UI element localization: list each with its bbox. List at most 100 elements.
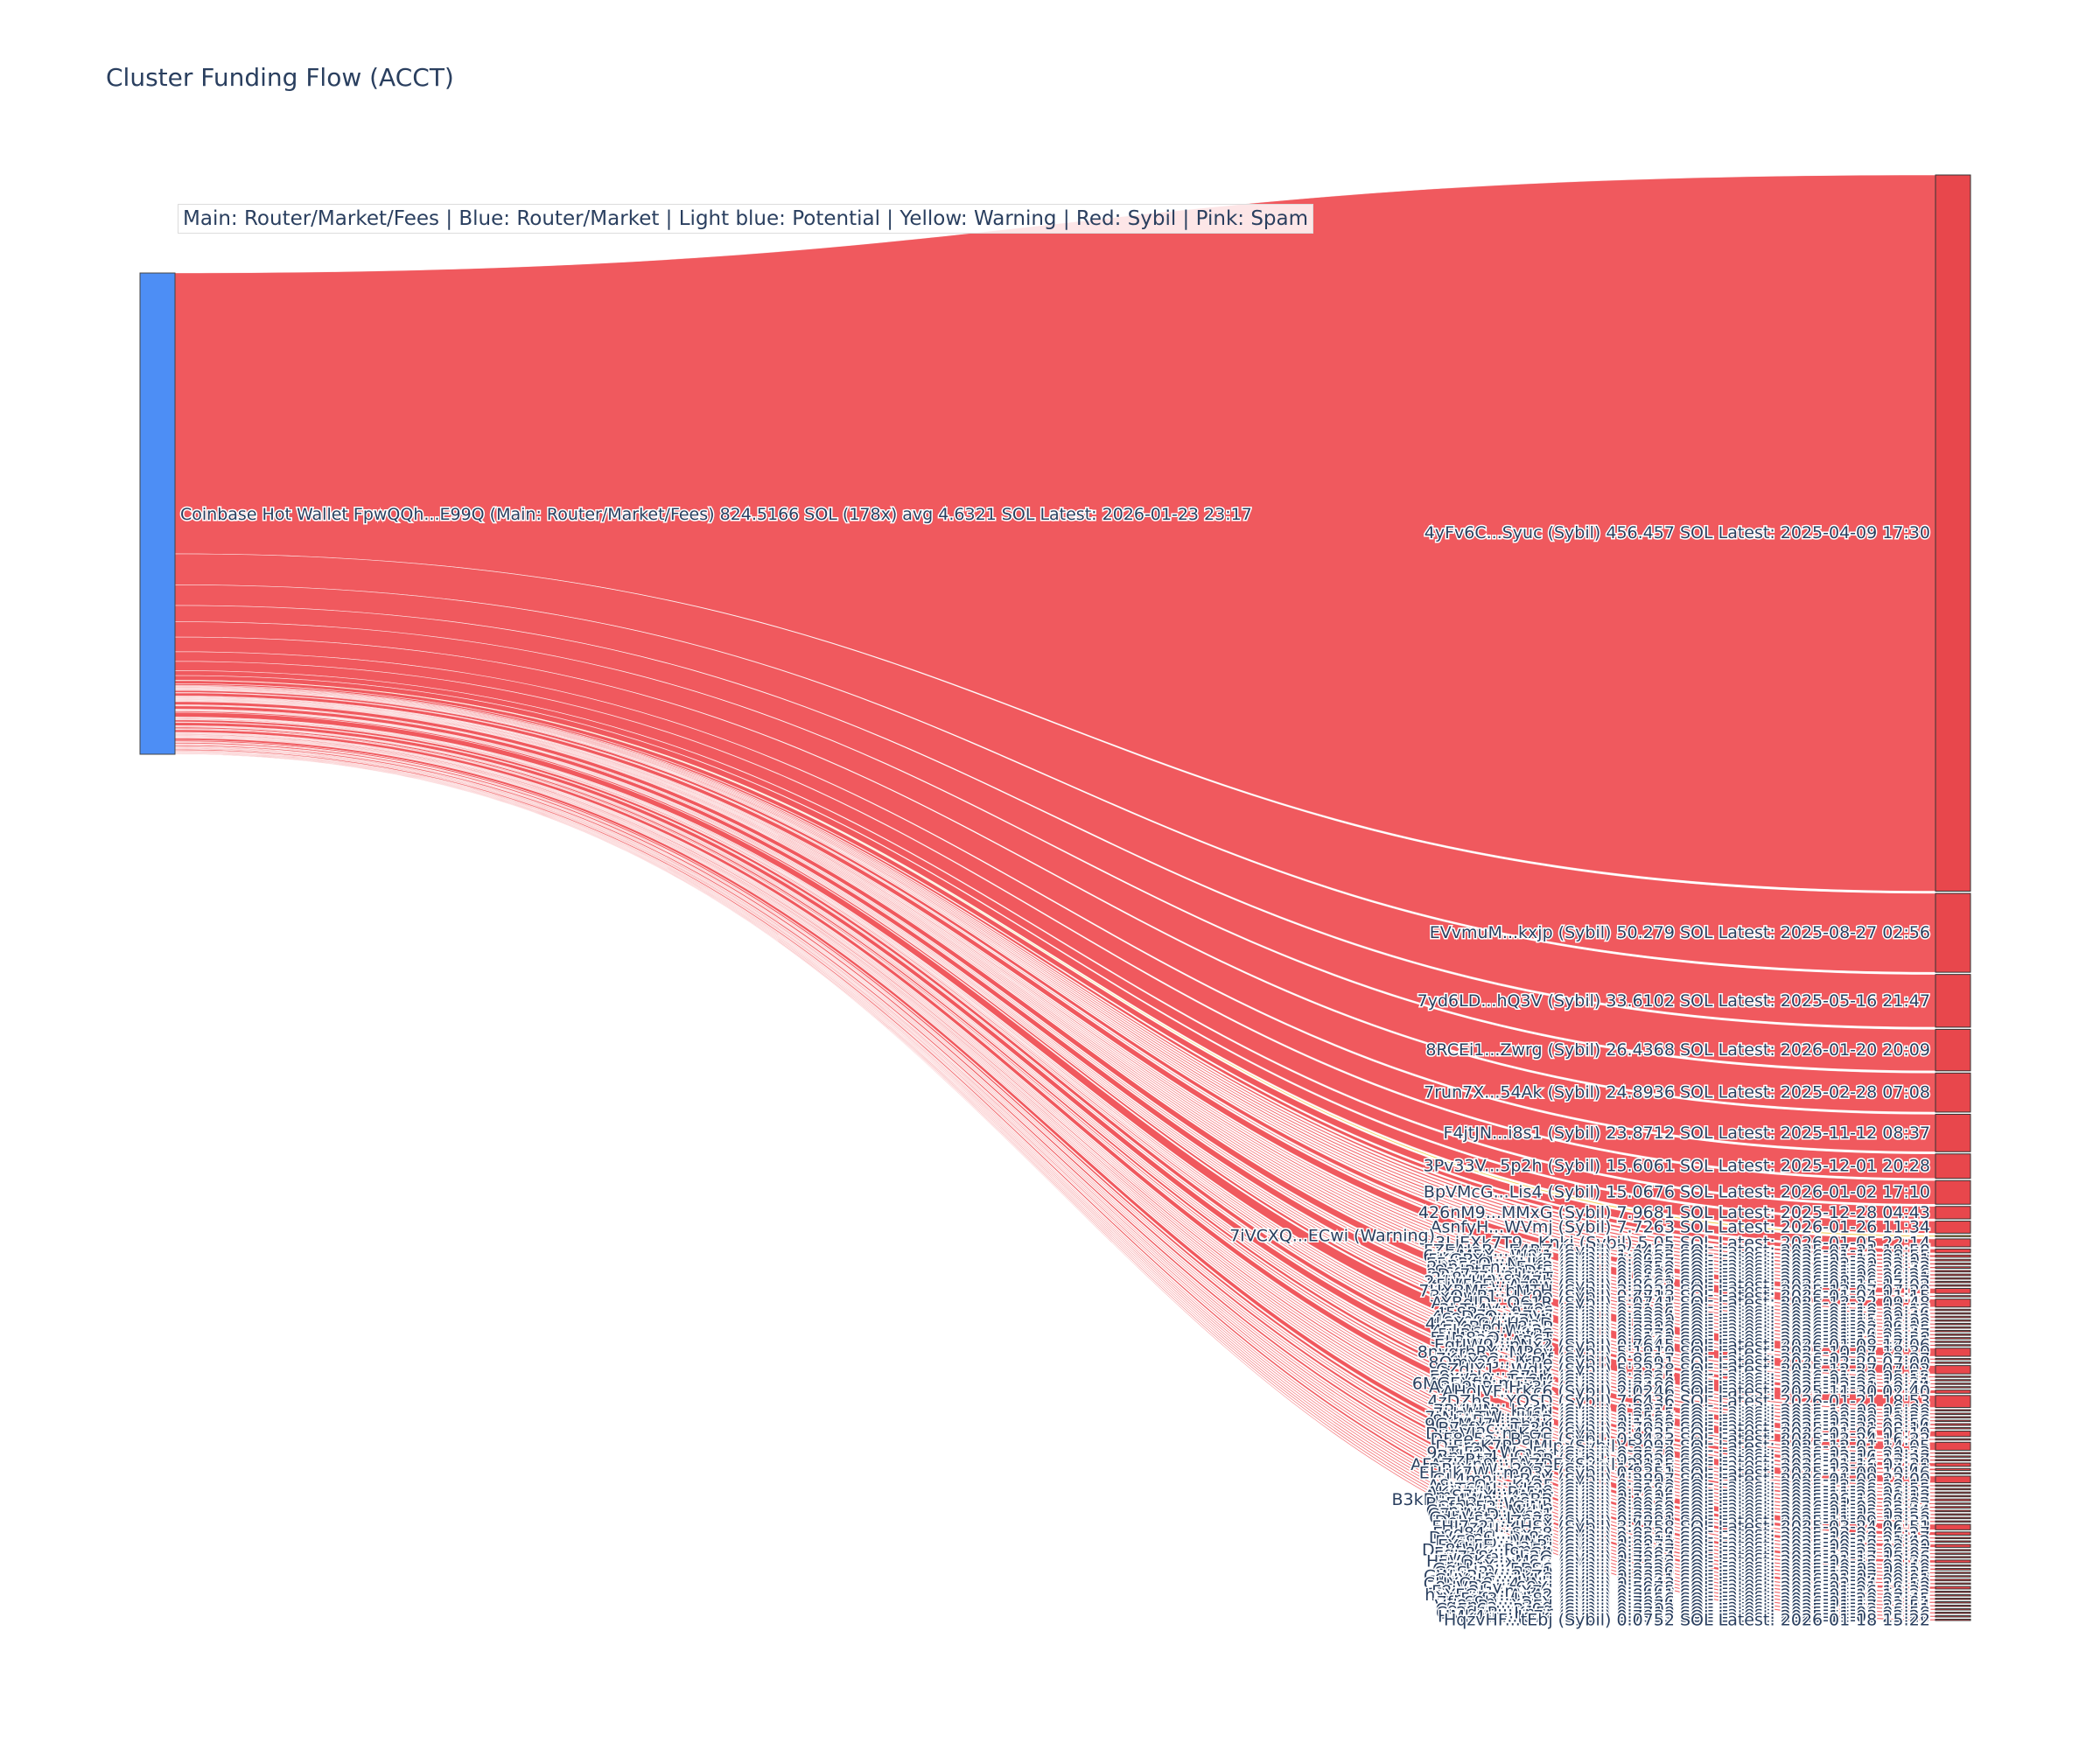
target-node [1935,1419,1971,1423]
target-node [1935,1590,1971,1593]
target-label: 3Pv33V...5p2h (Sybil) 15.6061 SOL Latest… [1424,1157,1930,1176]
target-node [1935,1520,1971,1523]
target-label: CeFe6a...Pz0g (Sybil) 0.8202 SOL Latest:… [1436,1600,1930,1619]
target-label: BsEh3q...W8nR (Sybil) 0.8035 SOL Latest:… [1425,1494,1930,1513]
link-layer [174,174,1936,1621]
source-node [139,272,176,755]
target-node [1935,1344,1971,1347]
target-label: DeLr5a...Zp7x (Sybil) 0.7881 SOL Latest:… [1435,1512,1930,1531]
target-node [1935,1516,1971,1520]
target-label: H5VQKf...xMSG (Sybil) 1.7353 SOL Latest:… [1426,1551,1930,1571]
target-label: BpVMcG...Lis4 (Sybil) 15.0676 SOL Latest… [1424,1183,1930,1202]
target-node [1935,1531,1971,1536]
target-label: AqzRt7...Lw2P (Sybil) 0.8820 SOL Latest:… [1434,1451,1930,1470]
legend-note: Main: Router/Market/Fees | Blue: Router/… [178,204,1314,234]
target-label: 8xbcDe...ox3B (Sybil) 0.7450 SOL Latest:… [1432,1411,1930,1431]
target-node [1935,974,1971,1028]
target-node [1935,1608,1971,1611]
target-label: EHuk7W...mQ3x (Sybil) 0.8351 SOL Latest:… [1419,1464,1930,1483]
target-label: 8nvqrhRY...MPey (Sybil) 5.1910 SOL Lates… [1418,1342,1930,1362]
target-node [1935,1266,1971,1269]
target-node [1935,1409,1971,1412]
target-label: FZEAJaB...E4RZ (Sybil) 2.4467 SOL Latest… [1424,1242,1930,1261]
target-node [1935,1072,1971,1113]
target-label: Xr5ef3...Lk8v (Sybil) 0.7556 SOL Latest:… [1442,1589,1930,1608]
target-label: 4cpoGy...c7VN (Sybil) 0.8229 SOL Latest:… [1432,1311,1930,1330]
target-label: De8tWk...Rm5p (Sybil) 0.8147 SOL Latest:… [1422,1541,1930,1560]
target-node [1935,1412,1971,1416]
target-node [1935,1556,1971,1558]
target-label: 2Dx7zz...aUmb (Sybil) 0.9899 SOL Latest:… [1426,1265,1930,1284]
target-label: 2e8ywo...dsUT (Sybil) 0.8426 SOL Latest:… [1431,1269,1930,1288]
target-node [1935,1575,1971,1578]
target-label: Cfab52...GiNb (Sybil) 0.9969 SOL Latest:… [1437,1498,1930,1517]
target-label: 2xhmHA...b47h (Sybil) 0.6161 SOL Latest:… [1424,1272,1930,1292]
target-label: Eod84n...SxE8 (Sybil) 2.0239 SOL Latest:… [1432,1524,1930,1544]
target-label: GL4mnj...rBgV (Sybil) 4.2897 SOL Latest:… [1432,1470,1930,1489]
target-node [1935,1572,1971,1574]
target-label: Fw7a8e...Jk2Q (Sybil) 0.7994 SOL Latest:… [1434,1548,1930,1567]
target-node [1935,1337,1971,1340]
target-node [1935,1273,1971,1277]
target-node [1935,1427,1971,1430]
target-node [1935,1488,1971,1491]
target-label: DPkYvW...2X7z (Sybil) 1.1915 SOL Latest:… [1429,1460,1930,1479]
target-label: Vq8nPa...c3Fd (Sybil) 0.7874 SOL Latest:… [1435,1596,1930,1615]
target-node [1935,1308,1971,1312]
target-label: 3xQwP1...Lk9e (Sybil) 0.7713 SOL Latest:… [1430,1286,1930,1306]
target-label: Cs2dvR...Kp5r (Sybil) 0.7718 SOL Latest:… [1436,1603,1930,1622]
target-node [1935,1280,1971,1284]
target-node [1935,1459,1971,1462]
target-node [1935,1467,1971,1471]
target-label: F4jtJN...i8s1 (Sybil) 23.8712 SOL Latest… [1444,1124,1930,1143]
flow-link [174,553,1936,973]
chart-title: Cluster Funding Flow (ACCT) [106,63,454,92]
target-node [1935,1348,1971,1357]
target-label: 8RCEi1...Zwrg (Sybil) 26.4368 SOL Latest… [1425,1040,1930,1060]
target-node [1935,1513,1971,1516]
target-label: 7run7X...54Ak (Sybil) 24.8936 SOL Latest… [1424,1083,1930,1102]
target-node [1935,1619,1971,1621]
target-label: Fqu8sx...9cG4 (Sybil) 0.7687 SOL Latest:… [1434,1544,1930,1564]
target-node [1935,1028,1971,1072]
target-label: 5dM8aQ...rVcT (Sybil) 0.9131 SOL Latest:… [1430,1328,1930,1348]
target-label: 7tNSuTW...JU1L (Sybil) 0.2501 SOL Latest… [1424,1408,1930,1427]
target-label: 6MGEXfi...m5ZW (Sybil) 0.8220 SOL Latest… [1412,1374,1930,1393]
target-label: EVvmuM...kxjp (Sybil) 50.279 SOL Latest:… [1430,923,1930,942]
target-label: FHJ7z2u...JHSx (Sybil) 3.4758 SOL Latest… [1432,1517,1930,1536]
target-label: EYF8ab...VNf9 (Sybil) 0.7811 SOL Latest:… [1435,1532,1930,1551]
target-node [1935,1221,1971,1234]
target-label: DuqVJ2...mKgQ (Sybil) 3.4825 SOL Latest:… [1425,1424,1930,1444]
target-node [1935,1113,1971,1152]
target-label: 4yFv6C...Syuc (Sybil) 456.457 SOL Latest… [1424,523,1930,542]
target-node [1935,1491,1971,1494]
target-node [1935,1263,1971,1265]
target-label: A2p9vR...Ho3K (Sybil) 0.7480 SOL Latest:… [1429,1377,1930,1396]
target-label: FrePgX...Xt6w (Sybil) 0.7526 SOL Latest:… [1438,1556,1930,1575]
target-label: 4q4B4d...8jnP (Sybil) 0.7788 SOL Latest:… [1437,1318,1930,1337]
target-node [1935,1206,1971,1220]
target-node [1935,1382,1971,1385]
target-node [1935,1438,1971,1441]
target-node [1935,1376,1971,1378]
source-label: Coinbase Hot Wallet FpwQQh...E99Q (Main:… [180,505,1252,524]
target-label: F8xvHo...G7Vh (Sybil) 0.7825 SOL Latest:… [1430,1367,1930,1386]
target-node [1935,1358,1971,1361]
target-node [1935,1254,1971,1258]
target-node [1935,1270,1971,1273]
target-node [1935,1472,1971,1474]
target-label: 4coDqQ...z7Vs (Sybil) 0.9324 SOL Latest:… [1432,1307,1930,1326]
target-node [1935,1298,1971,1308]
target-node [1935,1248,1971,1254]
target-node [1935,1277,1971,1280]
target-label: HMk4tn...Jq7c (Sybil) 0.7933 SOL Latest:… [1438,1606,1930,1626]
target-node [1935,1502,1971,1505]
target-node [1935,174,1971,892]
target-node [1935,1452,1971,1454]
target-label: HqzvHF...tEbj (Sybil) 0.0752 SOL Latest:… [1444,1610,1930,1629]
target-node [1935,1386,1971,1389]
target-label: 7yd6LD...hQ3V (Sybil) 33.6102 SOL Latest… [1418,991,1930,1011]
target-node [1935,1287,1971,1294]
flow-link [174,174,1936,892]
target-label: 4kzYwQ...H2aD (Sybil) 0.7391 SOL Latest:… [1425,1314,1930,1334]
